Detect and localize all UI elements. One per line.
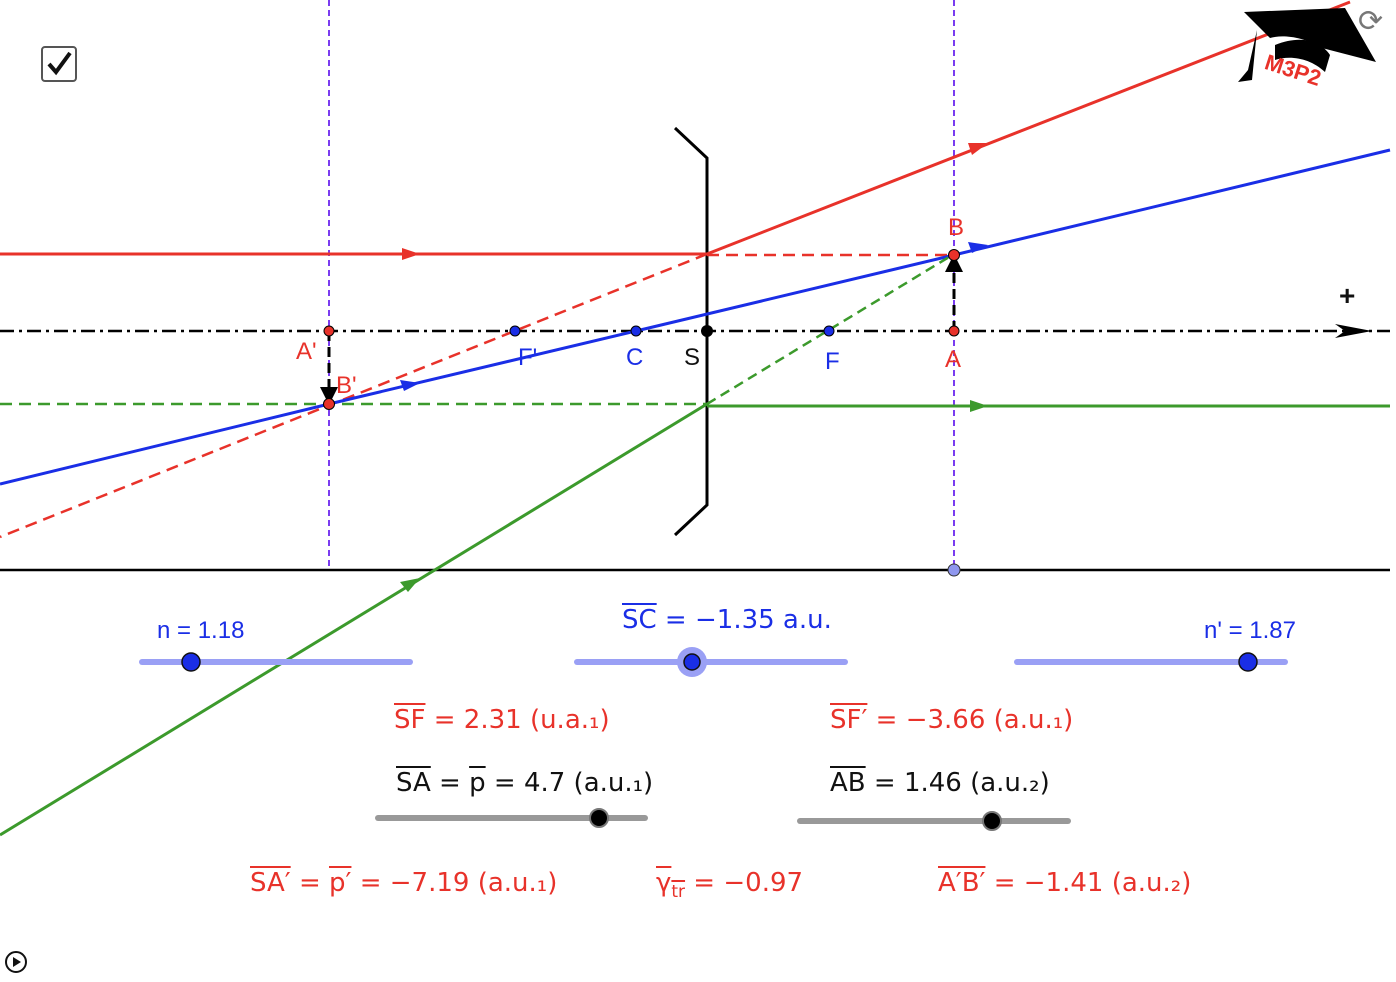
point-f (823, 325, 835, 337)
checkbox-checked-icon[interactable] (41, 46, 77, 82)
axis-direction-label: + (1339, 280, 1356, 311)
point-s (701, 325, 713, 337)
sf-prime-result: SF′ = −3.66 (a.u.₁) (830, 705, 1074, 735)
axis-arrow-icon (1335, 324, 1372, 338)
point-f-prime (509, 325, 521, 337)
green-arrow-icon (970, 400, 988, 412)
red-arrow-icon (968, 143, 988, 155)
play-icon[interactable] (5, 951, 27, 973)
label-b-prime: B' (336, 372, 357, 399)
blue-arrow-icon (400, 380, 420, 391)
point-a[interactable] (948, 325, 960, 337)
blue-arrow-icon (968, 242, 988, 253)
red-ray-refracted (706, 0, 1351, 256)
sa-prime-result: SA′ = p′ = −7.19 (a.u.₁) (250, 868, 558, 898)
red-ray-virtual (0, 252, 708, 539)
sf-result: SF = 2.31 (u.a.₁) (394, 705, 610, 735)
slider-n-prime-label: n' = 1.87 (1204, 617, 1296, 644)
slider-sa-label: SA = p = 4.7 (a.u.₁) (396, 768, 654, 798)
slider-sa-knob[interactable] (589, 808, 609, 828)
point-b-prime (323, 398, 335, 410)
graduation-cap-icon: M3P2 (1238, 8, 1376, 91)
point-b[interactable] (948, 249, 960, 261)
red-arrow-icon (402, 248, 420, 260)
label-s: S (684, 344, 701, 371)
slider-ab-label: AB = 1.46 (a.u.₂) (830, 768, 1050, 798)
slider-sc-label: SC = −1.35 a.u. (622, 605, 832, 635)
label-a-prime: A' (296, 338, 317, 365)
slider-sc-knob[interactable] (683, 653, 701, 671)
point-a-prime (323, 325, 335, 337)
green-arrow-icon (400, 578, 420, 592)
label-a: A (945, 346, 962, 373)
label-f-prime: F' (518, 344, 538, 371)
refresh-icon[interactable]: ⟳ (1358, 4, 1384, 39)
point-c (630, 325, 642, 337)
blue-ray (0, 148, 1391, 486)
label-f: F (825, 348, 840, 375)
label-c: C (626, 344, 644, 371)
slider-n-knob[interactable] (181, 652, 201, 672)
ground-point[interactable] (947, 563, 961, 577)
slider-ab-knob[interactable] (982, 811, 1002, 831)
ab-prime-result: A′B′ = −1.41 (a.u.₂) (938, 868, 1192, 898)
gamma-result: γtr = −0.97 (656, 868, 804, 903)
slider-n-prime-knob[interactable] (1238, 652, 1258, 672)
label-b: B (948, 214, 965, 241)
slider-n-label: n = 1.18 (157, 617, 245, 644)
green-ray-incident (0, 402, 708, 837)
